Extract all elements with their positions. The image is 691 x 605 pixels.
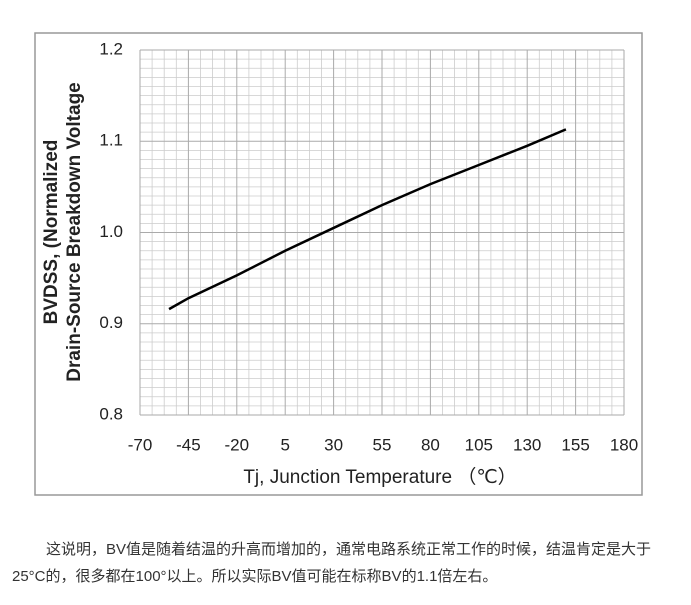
y-tick-label: 0.9 — [99, 313, 123, 332]
x-tick-label: 105 — [465, 435, 493, 454]
x-tick-label: 5 — [280, 435, 289, 454]
chart: Tj, Junction Temperature （℃） BVDSS, (Nor… — [34, 32, 643, 496]
y-axis-label: BVDSS, (Normalized Drain-Source Breakdow… — [41, 82, 85, 382]
data-line — [168, 128, 567, 311]
x-tick-label: 180 — [610, 435, 638, 454]
y-tick-label: 1.2 — [99, 39, 123, 58]
x-tick-label: 30 — [324, 435, 343, 454]
y-axis-label-line: BVDSS, (Normalized — [41, 140, 62, 325]
x-tick-label: -45 — [176, 435, 201, 454]
y-tick-label: 1.0 — [99, 222, 123, 241]
x-tick-label: 55 — [373, 435, 392, 454]
y-tick-label: 0.8 — [99, 404, 123, 423]
x-tick-label: 80 — [421, 435, 440, 454]
chart-frame — [34, 32, 643, 496]
x-tick-label: -70 — [128, 435, 153, 454]
y-tick-label: 1.1 — [99, 131, 123, 150]
x-tick-label: 155 — [561, 435, 589, 454]
x-axis-label: Tj, Junction Temperature （℃） — [243, 466, 516, 488]
x-tick-label: -20 — [225, 435, 250, 454]
y-axis-label-line: Drain-Source Breakdown Voltage — [64, 82, 85, 382]
x-tick-label: 130 — [513, 435, 541, 454]
paragraph: 这说明，BV值是随着结温的升高而增加的，通常电路系统正常工作的时候，结温肯定是大… — [12, 541, 652, 585]
